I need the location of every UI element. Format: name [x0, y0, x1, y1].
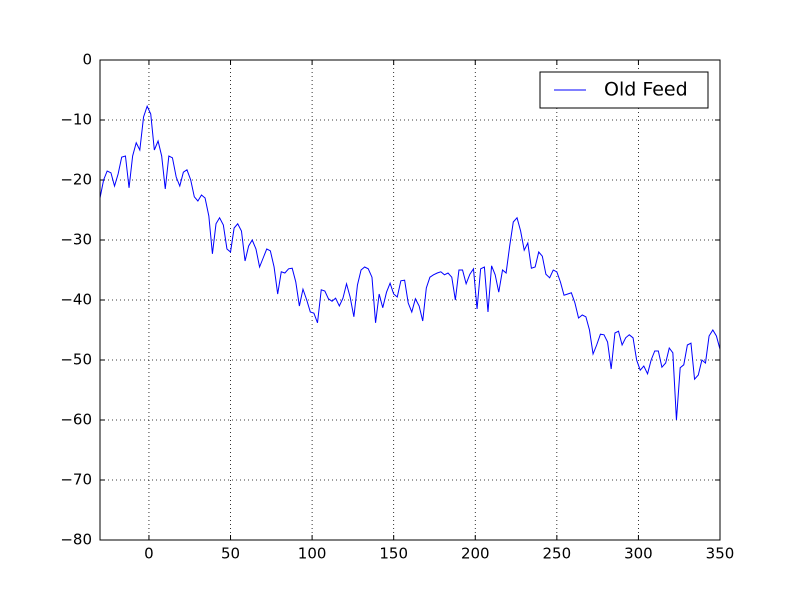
legend-label: Old Feed: [604, 79, 688, 101]
axes-frame: [99, 59, 721, 541]
y-tick-label: −60: [60, 411, 92, 429]
x-tick-label: 150: [379, 545, 408, 563]
plot-area: 0 50 100 150 200 250 300 350 −80 −70 −60 −50 −40 −30 −…: [60, 51, 734, 563]
x-tick-label: 350: [706, 545, 735, 563]
y-tick-label: −10: [60, 111, 92, 129]
x-tick-label: 200: [461, 545, 490, 563]
y-tick-label: −50: [60, 351, 92, 369]
x-tick-label: 250: [543, 545, 572, 563]
x-tick-label: 50: [221, 545, 240, 563]
x-tick-label: 300: [624, 545, 653, 563]
x-tick-label: 0: [144, 545, 154, 563]
y-tick-label: −30: [60, 231, 92, 249]
y-tick-label: −40: [60, 291, 92, 309]
y-tick-label: −70: [60, 471, 92, 489]
y-tick-label: −20: [60, 171, 92, 189]
y-tick-label: −80: [60, 531, 92, 549]
x-tick-label: 100: [298, 545, 327, 563]
data-line: [99, 104, 721, 421]
y-tick-label: 0: [82, 51, 92, 69]
